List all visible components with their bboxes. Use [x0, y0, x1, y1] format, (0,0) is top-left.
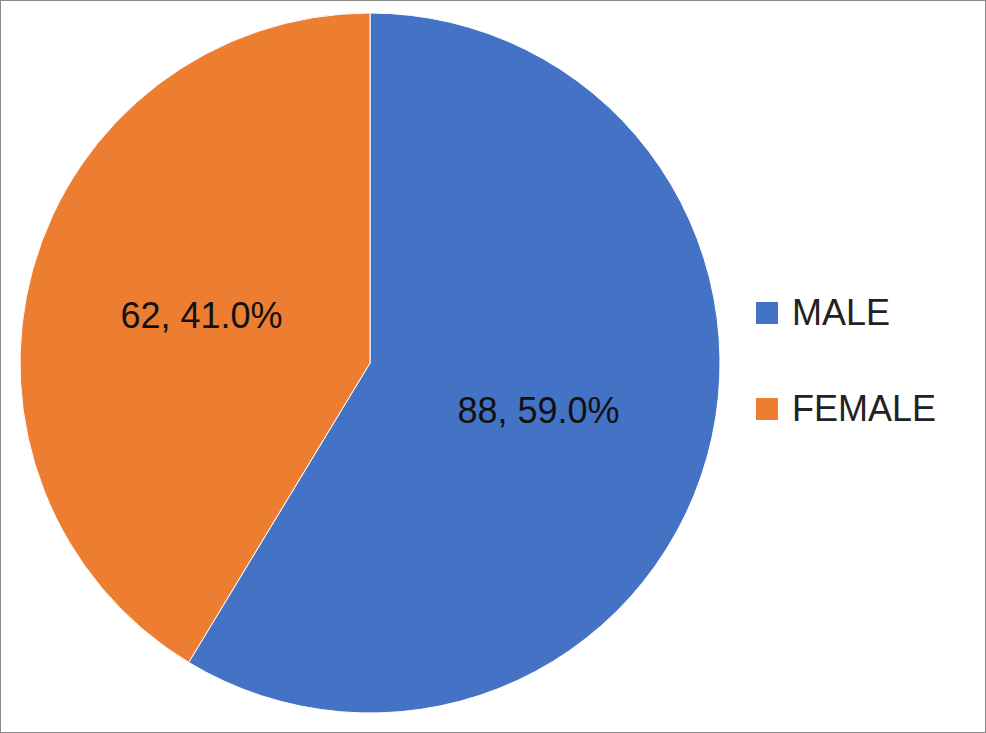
svg-text:88, 59.0%: 88, 59.0% — [457, 390, 619, 431]
html-text:FEMALE: FEMALE — [792, 388, 936, 429]
svg-text:62, 41.0%: 62, 41.0% — [120, 295, 282, 336]
html-text:MALE: MALE — [792, 292, 890, 333]
